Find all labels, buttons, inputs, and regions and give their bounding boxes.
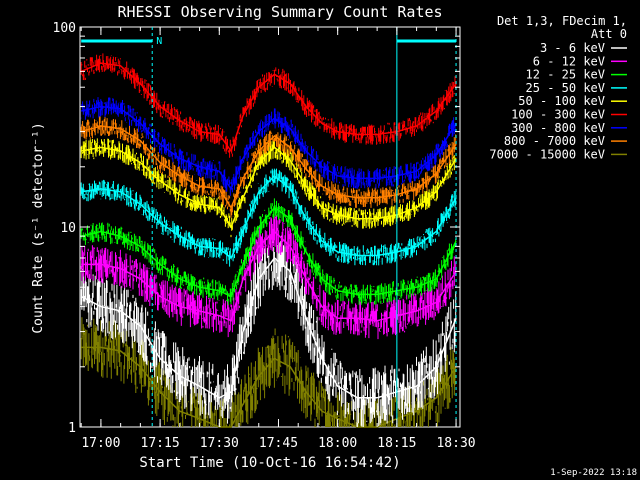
series-12-25-kev [80,198,457,305]
series-line [81,230,457,322]
x-tick-label: 17:00 [81,436,120,451]
timestamp-footer: 1-Sep-2022 13:18 [550,468,637,478]
legend-entry-label: 50 - 100 keV [518,94,605,108]
series-line [80,125,457,210]
x-tick-label: 18:15 [377,436,416,451]
legend-header-line-1: Det 1,3, FDecim 1, [497,14,627,28]
series-line [81,174,457,260]
series-line [80,256,457,399]
legend-entry-label: 6 - 12 keV [533,54,605,68]
series-line [81,105,457,191]
x-axis: 17:00 17:15 17:30 17:45 18:00 18:15 18:30 [80,27,476,451]
series-line [81,206,457,298]
y-axis-label: Count Rate (s⁻¹ detector⁻¹) [31,122,46,333]
y-tick-label: 1 [68,421,76,436]
observing-bar-label: N [156,36,162,47]
y-tick-label: 10 [60,221,76,236]
series-3-6-kev [80,230,457,427]
legend-entry-label: 25 - 50 keV [526,81,605,95]
x-tick-label: 17:15 [141,436,180,451]
plot-area: N [79,26,461,428]
series-6-12-kev [80,215,457,340]
x-tick-label: 18:00 [318,436,357,451]
series-50-100-kev [80,138,457,238]
series-300-800-kev [80,97,457,196]
legend-entry-label: 300 - 800 keV [511,121,605,135]
series-line [80,62,457,153]
series-line [81,146,457,229]
chart-title: RHESSI Observing Summary Count Rates [117,3,442,21]
series-800-7000-kev [80,116,457,218]
legend-entry-label: 7000 - 15000 keV [489,147,605,161]
legend-entry-label: 3 - 6 keV [540,41,605,55]
y-tick-label: 100 [53,21,76,36]
series-25-50-kev [80,168,457,267]
legend-header-line-2: Att 0 [591,27,627,41]
x-tick-label: 17:45 [259,436,298,451]
x-tick-label: 17:30 [200,436,239,451]
x-axis-label: Start Time (10-Oct-16 16:54:42) [139,455,400,471]
legend-entry-label: 800 - 7000 keV [504,134,605,148]
legend-entry-label: 100 - 300 keV [511,108,605,122]
y-axis: 1 10 100 [53,21,460,436]
x-tick-label: 18:30 [436,436,475,451]
series-100-300-kev [80,53,457,158]
legend-entry-label: 12 - 25 keV [526,68,605,82]
